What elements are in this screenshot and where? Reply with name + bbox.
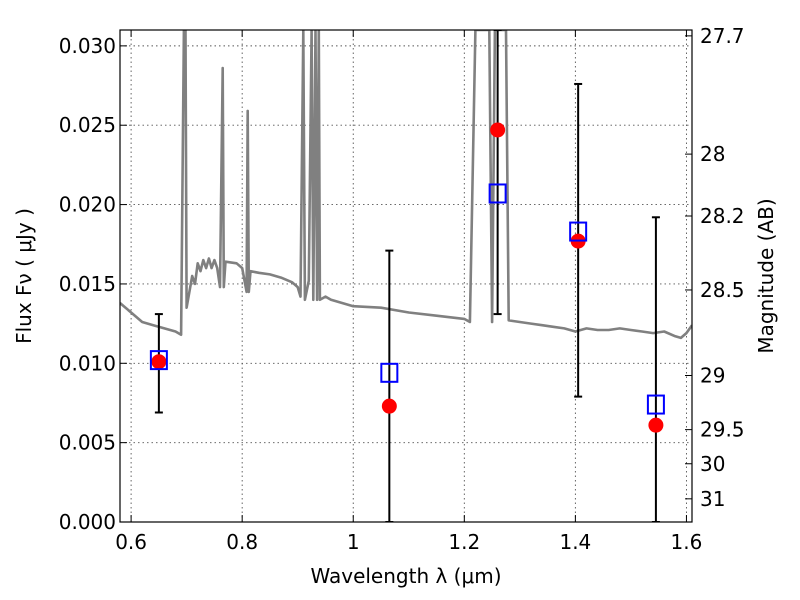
observed-point [381, 398, 397, 414]
y-tick-label: 0.000 [59, 510, 116, 534]
y-tick-label: 0.020 [59, 193, 116, 217]
mag-tick-label: 30 [700, 452, 725, 476]
model-spectrum-line [120, 30, 692, 340]
model-photometry-point [149, 350, 168, 371]
mag-tick-label: 29 [700, 364, 725, 388]
x-tick-label: 0.6 [115, 530, 147, 554]
x-tick-label: 1.4 [559, 530, 591, 554]
plot-frame [119, 29, 693, 523]
mag-tick-label: 31 [700, 487, 725, 511]
model-photometry-point [488, 183, 507, 204]
x-tick-label: 1.6 [671, 530, 703, 554]
axes: 0.6 0.8 1 1.2 1.4 1.6 0.000 0.005 0.010 0.015 0.02… [59, 24, 745, 554]
model-photometry-point [569, 221, 588, 242]
x-tick-label: 0.8 [226, 530, 258, 554]
y-tick-label: 0.010 [59, 351, 116, 375]
model-photometry-point [380, 362, 399, 383]
y-tick-label: 0.005 [59, 431, 116, 455]
x-axis-label: Wavelength λ (μm) [310, 564, 501, 588]
observed-point [151, 354, 167, 370]
mag-tick-label: 29.5 [700, 418, 745, 442]
y-axis-right-label: Magnitude (AB) [754, 198, 778, 353]
model-photometry-point [646, 394, 665, 415]
plot-area [120, 30, 692, 522]
y-axis-label: Flux Fν ( μJy ) [12, 208, 36, 344]
y-tick-label: 0.025 [59, 113, 116, 137]
x-tick-label: 1 [347, 530, 360, 554]
observed-point [648, 417, 664, 433]
mag-tick-label: 28.5 [700, 278, 745, 302]
x-tick-label: 1.2 [448, 530, 480, 554]
mag-tick-label: 28 [700, 142, 725, 166]
y-tick-label: 0.030 [59, 34, 116, 58]
mag-tick-label: 28.2 [700, 204, 745, 228]
mag-tick-label: 27.7 [700, 24, 745, 48]
observed-point [490, 122, 506, 138]
y-tick-label: 0.015 [59, 272, 116, 296]
grid [120, 30, 692, 523]
